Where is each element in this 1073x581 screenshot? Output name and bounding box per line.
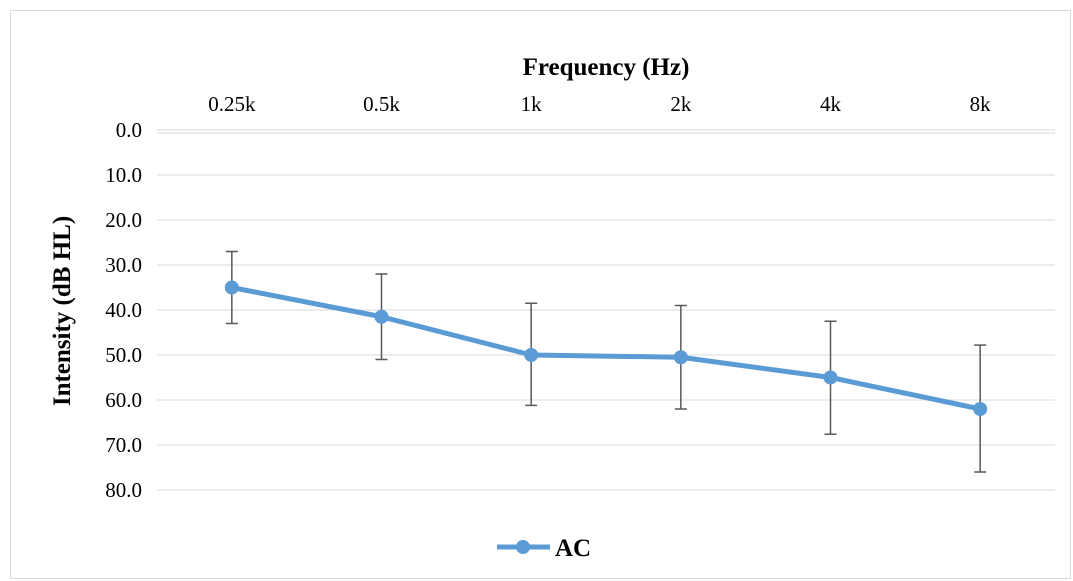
legend-marker-ac	[516, 540, 530, 554]
chart-frame	[10, 10, 1071, 579]
y-tick-label: 30.0	[105, 253, 142, 277]
x-tick-label: 8k	[970, 92, 992, 116]
y-tick-label: 60.0	[105, 388, 142, 412]
x-tick-label: 2k	[670, 92, 692, 116]
x-tick-label: 0.25k	[208, 92, 256, 116]
y-tick-label: 0.0	[116, 118, 142, 142]
legend: AC	[497, 535, 591, 562]
y-tick-labels: 0.0 10.0 20.0 30.0 40.0 50.0 60.0 70.0 80.0	[105, 118, 142, 502]
y-tick-label: 40.0	[105, 298, 142, 322]
y-tick-label: 50.0	[105, 343, 142, 367]
y-tick-label: 80.0	[105, 478, 142, 502]
data-point	[524, 348, 539, 362]
x-tick-label: 1k	[521, 92, 543, 116]
data-point	[823, 370, 838, 385]
data-point	[224, 280, 239, 295]
x-tick-labels: 0.25k 0.5k 1k 2k 4k 8k	[208, 92, 991, 116]
legend-label-ac: AC	[555, 535, 591, 562]
x-tick-label: 0.5k	[363, 92, 400, 116]
data-point	[374, 309, 389, 324]
y-axis-title: Intensity (dB HL)	[49, 216, 76, 406]
data-point	[673, 350, 688, 365]
y-tick-label: 20.0	[105, 208, 142, 232]
x-tick-label: 4k	[820, 92, 842, 116]
y-tick-label: 10.0	[105, 163, 142, 187]
error-bars	[225, 250, 987, 473]
series-group	[224, 280, 988, 416]
data-point	[973, 402, 988, 416]
x-axis-title: Frequency (Hz)	[523, 54, 690, 81]
series-line-ac	[231, 285, 981, 412]
gridlines	[157, 129, 1055, 491]
y-tick-label: 70.0	[105, 433, 142, 457]
